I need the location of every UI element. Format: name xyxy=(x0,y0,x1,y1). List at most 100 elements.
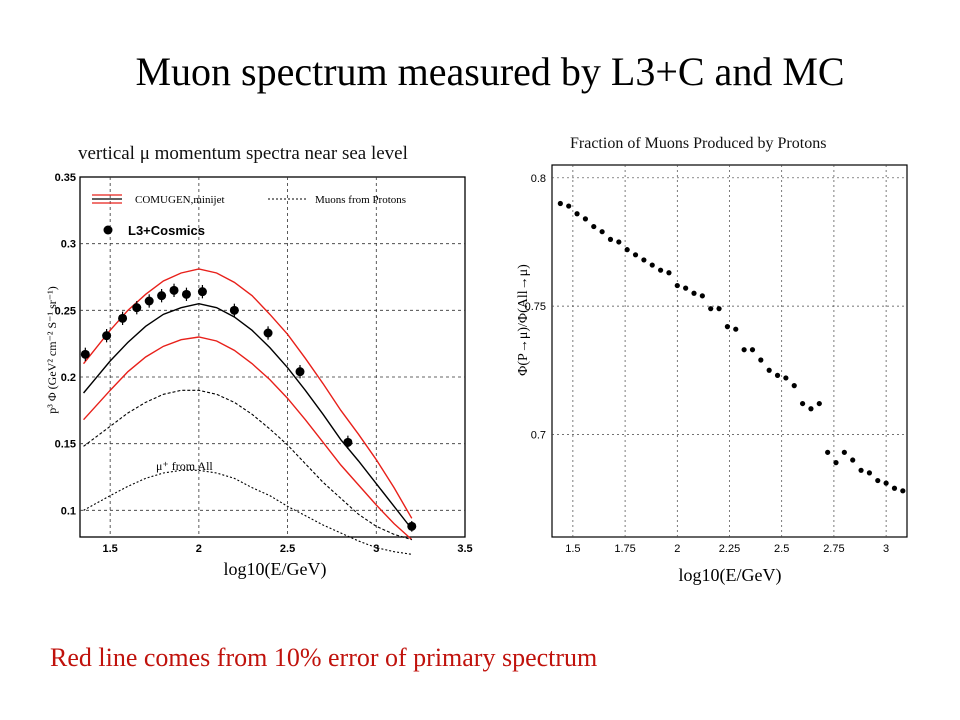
left-data-point xyxy=(197,287,207,297)
left-data-points xyxy=(80,283,417,532)
right-x-tick-label: 1.5 xyxy=(565,543,580,555)
left-data-point xyxy=(343,437,353,447)
right-x-tick-label: 2.25 xyxy=(719,543,740,555)
right-data-point xyxy=(724,324,731,330)
right-data-point xyxy=(900,488,906,494)
left-y-ticks: 0.1 0.15 0.2 0.25 0.3 0.35 xyxy=(55,172,76,517)
left-legend: COMUGEN,minijet Muons from Protons L3+Co… xyxy=(92,194,406,238)
left-chart-title: vertical μ momentum spectra near sea lev… xyxy=(78,143,408,164)
right-data-point xyxy=(833,460,839,466)
left-series-line-0 xyxy=(83,302,413,530)
left-y-axis-label: p³ Φ (GeV² cm⁻² S⁻¹ sr⁻¹) xyxy=(45,286,59,413)
right-data-point xyxy=(607,236,614,242)
left-data-point xyxy=(295,367,305,377)
right-x-ticks: 1.5 1.75 2 2.25 2.5 2.75 3 xyxy=(565,543,889,555)
right-data-point xyxy=(791,383,797,389)
left-y-tick-label: 0.1 xyxy=(61,505,76,517)
left-x-tick-label: 1.5 xyxy=(103,543,118,555)
right-data-point xyxy=(774,372,781,378)
right-data-point xyxy=(666,270,672,276)
right-data-point xyxy=(632,252,639,258)
right-chart: Fraction of Muons Produced by Protons 1.… xyxy=(516,135,908,586)
right-data-point xyxy=(599,229,605,235)
left-data-point xyxy=(229,305,239,315)
right-data-point xyxy=(766,367,772,373)
right-chart-title: Fraction of Muons Produced by Protons xyxy=(570,135,826,152)
left-data-point xyxy=(169,285,179,295)
right-y-tick-label: 0.7 xyxy=(531,429,546,441)
left-x-axis-label: log10(E/GeV) xyxy=(224,559,327,580)
right-y-tick-label: 0.75 xyxy=(525,301,546,313)
slide-title: Muon spectrum measured by L3+C and MC xyxy=(135,49,845,94)
left-data-point xyxy=(263,328,273,338)
left-data-point xyxy=(102,331,112,341)
right-data-point xyxy=(783,375,789,381)
right-data-point xyxy=(808,406,814,412)
left-series-line-4 xyxy=(83,469,412,555)
left-series-line-1 xyxy=(83,268,413,519)
right-data-point xyxy=(875,477,881,484)
left-data-point xyxy=(132,303,142,313)
left-series-line-2 xyxy=(83,336,413,541)
left-x-tick-label: 3 xyxy=(373,543,379,555)
right-data-point xyxy=(716,306,722,312)
left-gridlines xyxy=(80,177,465,537)
right-data-point xyxy=(799,400,806,407)
right-data-point xyxy=(699,293,705,299)
right-data-point xyxy=(649,262,655,268)
right-y-tick-label: 0.8 xyxy=(531,173,546,185)
left-data-point xyxy=(144,296,154,306)
right-data-point xyxy=(816,400,822,407)
left-y-tick-label: 0.3 xyxy=(61,239,76,251)
right-data-point xyxy=(591,223,597,230)
left-data-point xyxy=(407,521,417,531)
right-data-point xyxy=(674,282,680,289)
right-x-tick-label: 2 xyxy=(674,543,680,555)
legend-marker xyxy=(103,225,113,235)
left-chart: vertical μ momentum spectra near sea lev… xyxy=(45,143,473,580)
right-data-point xyxy=(758,357,764,363)
right-data-point xyxy=(691,290,697,296)
right-data-point xyxy=(866,470,873,476)
right-x-tick-label: 2.75 xyxy=(823,543,844,555)
right-data-point xyxy=(582,216,589,222)
left-data-point xyxy=(118,313,128,323)
right-data-point xyxy=(574,211,580,217)
left-x-tick-label: 3.5 xyxy=(457,543,472,555)
right-data-point xyxy=(557,200,563,207)
right-data-point xyxy=(566,203,572,209)
left-y-tick-label: 0.2 xyxy=(61,372,76,384)
right-data-point xyxy=(825,449,831,455)
right-data-point xyxy=(850,457,856,463)
left-data-point xyxy=(80,349,90,359)
left-data-point xyxy=(157,291,167,301)
left-x-ticks: 1.5 2 2.5 3 3.5 xyxy=(103,543,473,555)
right-data-point xyxy=(741,347,747,353)
right-gridlines xyxy=(552,165,907,537)
left-data-point xyxy=(181,289,191,299)
right-data-point xyxy=(616,239,622,245)
right-data-point xyxy=(683,285,689,291)
legend-l3-label: L3+Cosmics xyxy=(128,223,205,238)
right-data-point xyxy=(641,257,647,263)
right-data-point xyxy=(841,449,847,455)
right-x-tick-label: 3 xyxy=(883,543,889,555)
left-plot-frame xyxy=(79,176,466,538)
right-y-axis-label: Φ(P→μ)/Φ(All→μ) xyxy=(516,264,531,376)
right-data-point xyxy=(733,326,739,332)
left-y-tick-label: 0.25 xyxy=(55,305,76,317)
left-x-tick-label: 2.5 xyxy=(280,543,295,555)
left-y-tick-label: 0.35 xyxy=(55,172,76,184)
right-data-point xyxy=(708,306,714,312)
right-data-point xyxy=(858,467,864,473)
right-y-ticks: 0.7 0.75 0.8 xyxy=(525,173,546,442)
right-x-axis-label: log10(E/GeV) xyxy=(679,565,782,586)
legend-comugen-label: COMUGEN,minijet xyxy=(135,194,225,206)
legend-protons-label: Muons from Protons xyxy=(315,194,406,206)
right-data-point xyxy=(891,485,898,491)
right-data-points xyxy=(557,200,906,494)
right-data-point xyxy=(749,347,756,353)
right-x-tick-label: 1.75 xyxy=(614,543,635,555)
right-x-tick-label: 2.5 xyxy=(774,543,789,555)
